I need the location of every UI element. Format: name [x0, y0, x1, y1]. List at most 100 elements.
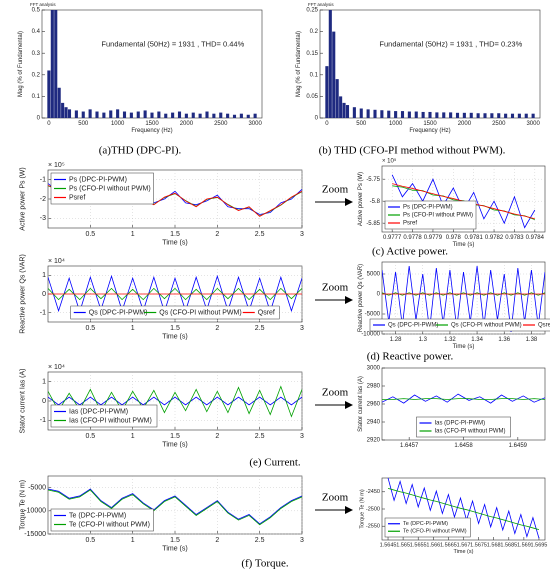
- bar: [524, 113, 528, 118]
- bar: [380, 110, 384, 118]
- x-tick-label: 2: [215, 325, 219, 332]
- legend-label: Qs (CFO-PI without PWM): [451, 323, 522, 329]
- y-tick-label: -5.85: [366, 221, 380, 227]
- bar: [455, 112, 460, 118]
- legend-label: Qs (DPC-PI-PWM): [89, 309, 148, 316]
- bar: [61, 102, 65, 118]
- x-tick-label: 2: [215, 433, 219, 440]
- x-axis-label: Frequency (Hz): [131, 128, 172, 134]
- y-tick-label: -2450: [366, 489, 380, 495]
- x-tick-label: 3: [300, 537, 304, 544]
- x-tick-label: 3: [300, 325, 304, 332]
- plot: [48, 385, 302, 418]
- legend-label: Psref: [69, 194, 85, 201]
- zoom-label: Zoom: [322, 282, 349, 294]
- legend: Qs (DPC-PI-PWM) Qs (CFO-PI without PWM) Qs…: [70, 305, 280, 320]
- x-tick-label: 2000: [180, 121, 194, 127]
- bar: [428, 111, 432, 118]
- x-tick-label: 2: [215, 231, 219, 238]
- y-tick-label: 0.4: [32, 29, 41, 35]
- x-tick-label: 0: [47, 121, 51, 127]
- x-tick-label: 1.32: [444, 337, 456, 343]
- y-tick-label: 2940: [367, 420, 381, 426]
- bar: [442, 112, 446, 118]
- y-axis-label: Torque Te (N m): [20, 480, 27, 530]
- bar: [352, 107, 356, 118]
- y-tick-label: -1: [40, 177, 46, 184]
- annotation: Fundamental (50Hz) = 1931 , THD= 0.44%: [101, 40, 244, 49]
- bar: [171, 112, 175, 118]
- legend-label: Te (CFO-PI without PWM): [69, 521, 150, 528]
- legend-label: Ps (DPC-PI-PWM): [403, 205, 453, 211]
- zoom-label: Zoom: [322, 387, 349, 399]
- y-tick-label: 0.1: [310, 72, 319, 78]
- series-line: [387, 487, 540, 531]
- y-axis-label: Torque Te (N m): [360, 489, 366, 528]
- legend-box: [70, 305, 280, 320]
- y-tick-label: 2960: [367, 402, 381, 408]
- caption: (c) Active power.: [372, 246, 448, 258]
- y-tick-label: 2980: [367, 384, 381, 390]
- series-line: [48, 489, 302, 526]
- x-tick-label: 1.5: [170, 433, 180, 440]
- x-tick-label: 500: [78, 121, 89, 127]
- y-tick-label: -2500: [366, 506, 380, 512]
- plot-area: [41, 9, 263, 119]
- bar: [143, 110, 147, 118]
- x-tick-label: 0.5: [85, 231, 95, 238]
- x-tick-label: 2500: [214, 121, 228, 127]
- legend-label: Ias (CFO-PI without PWM): [435, 429, 506, 435]
- bar: [116, 109, 120, 118]
- legend: Ias (DPC-PI-PWM) Ias (CFO-PI without PWM): [416, 416, 511, 438]
- series-line: [48, 396, 302, 406]
- bar: [184, 113, 188, 118]
- bar: [366, 109, 370, 118]
- bar: [504, 113, 508, 118]
- bar: [339, 96, 343, 118]
- x-tick-label: 3: [300, 433, 304, 440]
- x-tick-label: 2.5: [255, 325, 265, 332]
- chart: -1 0 1 0.5 1 1.5 2 2.5 3 Time (s) Reactive power Q…: [20, 254, 304, 340]
- chart-title: FFT analysis: [308, 2, 334, 7]
- legend-label: Ias (CFO-PI without PWM): [69, 417, 152, 424]
- legend: Ps (DPC-PI-PWM) Ps (CFO-PI without PWM) Ps…: [50, 172, 154, 205]
- legend-label: Ias (DPC-PI-PWM): [435, 421, 486, 427]
- bar: [332, 31, 336, 118]
- bar: [335, 79, 339, 118]
- legend-box: [384, 200, 477, 230]
- bar: [88, 109, 92, 118]
- plot: [382, 393, 545, 404]
- x-tick-label: 1.566: [426, 542, 440, 548]
- x-tick-label: 0.5: [85, 325, 95, 332]
- x-tick-label: 1.568: [487, 542, 501, 548]
- y-tick-label: -5000: [28, 484, 46, 491]
- bar: [129, 112, 133, 118]
- legend-label: Psref: [403, 221, 417, 227]
- x-tick-label: 1.5695: [531, 542, 548, 548]
- plot: [47, 10, 257, 118]
- bar: [109, 110, 113, 118]
- bar: [490, 113, 494, 118]
- bar: [394, 111, 398, 118]
- x-tick-label: 1.5675: [470, 542, 487, 548]
- y-tick-label: -3: [40, 215, 46, 222]
- chart: -5.85-5.8-5.750.9777 0.9778 0.9779 0.978 0.9…: [358, 158, 546, 248]
- y-tick-label: -15000: [24, 531, 46, 538]
- x-axis-label: Frequency (Hz): [409, 128, 450, 134]
- bar: [469, 112, 473, 118]
- caption: (f) Torque.: [241, 558, 289, 570]
- chart: 0 0.1 0.2 0.3 0.4 0.5 0 500 1000 1500 2000 2500 3000…: [18, 2, 263, 134]
- bar: [122, 111, 127, 118]
- x-tick-label: 1: [131, 537, 135, 544]
- bar: [345, 105, 350, 118]
- bar: [164, 113, 168, 118]
- x-tick-label: 2.5: [255, 537, 265, 544]
- legend-box: [384, 517, 471, 538]
- y-tick-label: 0.3: [32, 51, 41, 57]
- caption: (b) THD (CFO-PI method without PWM).: [319, 145, 506, 157]
- plot-area: [319, 9, 541, 119]
- x-tick-label: 1.28: [390, 337, 402, 343]
- bar: [400, 111, 405, 118]
- plot: [382, 265, 545, 333]
